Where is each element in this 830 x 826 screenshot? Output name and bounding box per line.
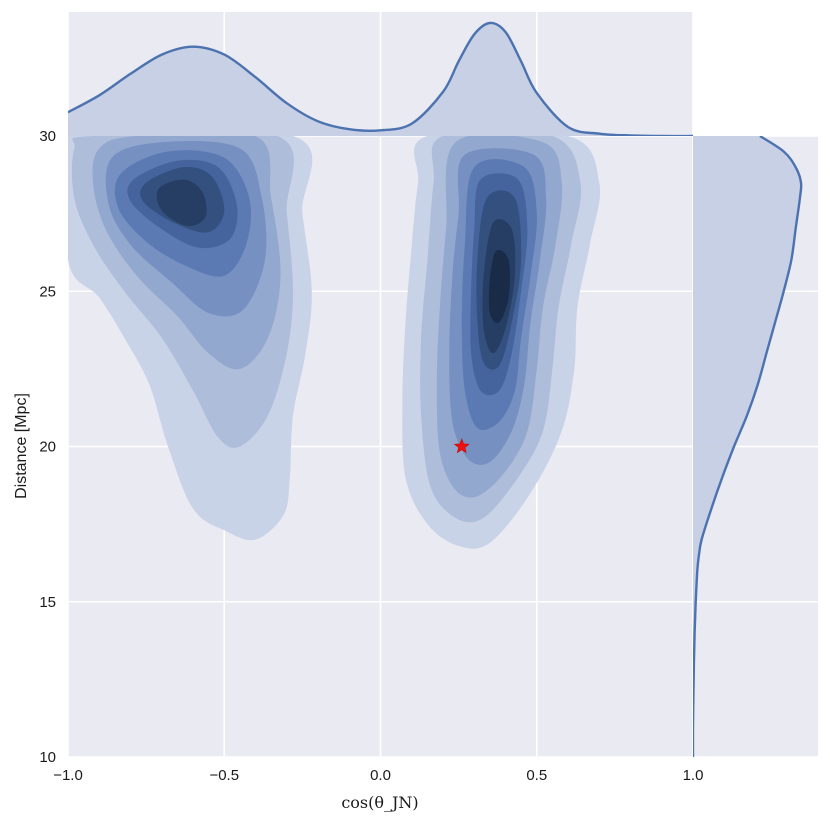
x-tick-label: 0.5 [526,767,547,784]
contour-mode-1-level-8 [156,179,207,227]
top-marginal [68,21,693,136]
x-axis-label: cos(θ_JN) [341,793,418,812]
x-tick-label: 1.0 [683,767,704,784]
x-tick-label: −1.0 [53,767,83,784]
x-tick-label: 0.0 [370,767,391,784]
top-marginal-fill [68,22,693,136]
y-axis-label: Distance [Mpc] [13,393,30,499]
y-tick-label: 20 [39,439,56,456]
right-marginal-fill [693,136,802,757]
tick-labels: −1.0 −0.5 0.0 0.5 1.0 10 15 20 25 30 [39,128,703,784]
y-tick-label: 25 [39,283,56,300]
right-marginal [693,136,803,757]
y-tick-label: 10 [39,749,56,766]
injection-star-marker [453,438,470,454]
y-tick-label: 30 [39,128,56,145]
y-tick-label: 15 [39,594,56,611]
right-marginal-line [693,136,803,757]
contour-mode-2-level-9 [488,249,510,324]
marker-layer [453,438,470,454]
contour-layer [68,136,601,549]
top-marginal-line [68,21,693,136]
x-tick-label: −0.5 [209,767,239,784]
